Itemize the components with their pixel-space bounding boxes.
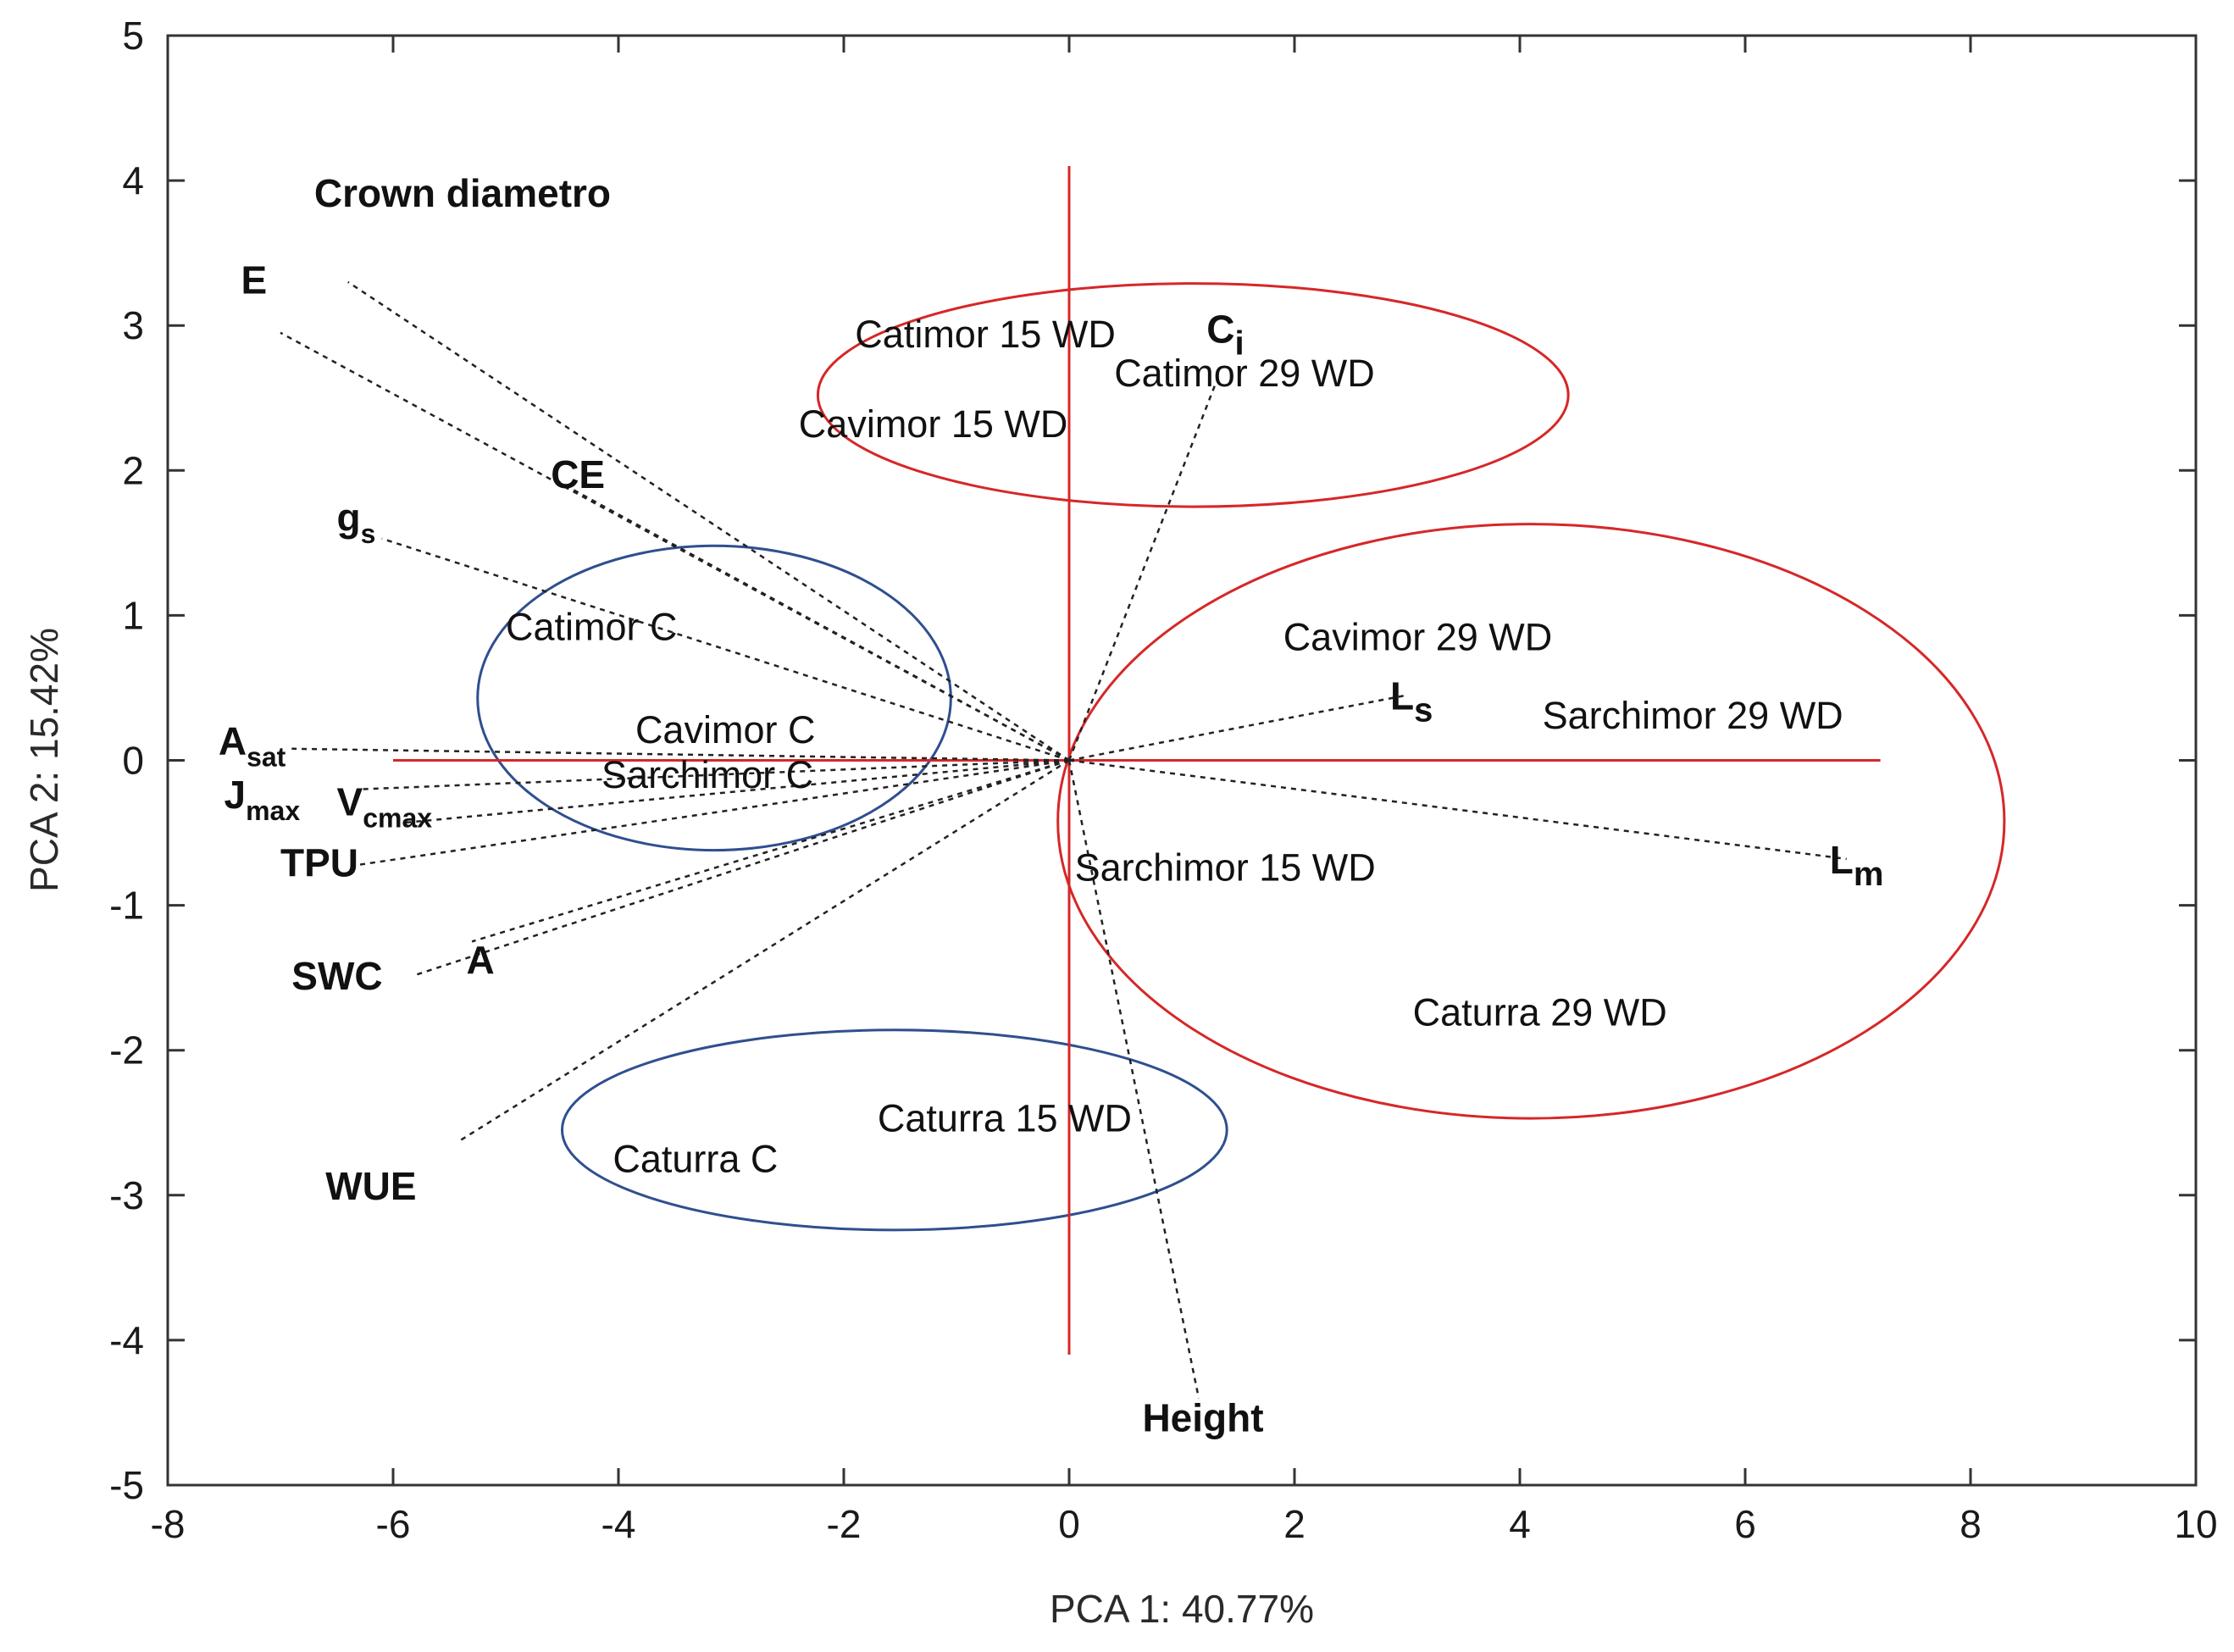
y-tick-label: -3 xyxy=(109,1173,144,1217)
variable-vectors xyxy=(280,280,1847,1399)
variable-label-ci: Ci xyxy=(1206,308,1244,363)
observation-cavimor-c: Cavimor C xyxy=(635,708,816,751)
observation-sarchimor-c: Sarchimor C xyxy=(601,753,813,796)
variable-label-ls: Ls xyxy=(1390,674,1433,729)
y-tick-label: 0 xyxy=(122,739,144,783)
x-tick-label: 8 xyxy=(1960,1502,1982,1546)
x-tick-label: 0 xyxy=(1058,1502,1080,1546)
variable-label-jmax: Jmax xyxy=(225,773,301,826)
y-tick-label: -2 xyxy=(109,1028,144,1073)
vector-crown-diametro xyxy=(347,280,1070,762)
vector-swc xyxy=(415,759,1070,976)
x-tick-label: -2 xyxy=(827,1502,862,1546)
observation-caturra-29-wd: Caturra 29 WD xyxy=(1413,991,1667,1034)
x-tick-label: -6 xyxy=(376,1502,411,1546)
vector-e xyxy=(280,331,1070,762)
y-tick-label: -4 xyxy=(109,1318,144,1362)
y-tick-label: -5 xyxy=(109,1463,144,1507)
vector-jmax xyxy=(359,759,1070,790)
observation-cavimor-15-wd: Cavimor 15 WD xyxy=(799,402,1068,446)
variable-label-crown-diametro: Crown diametro xyxy=(314,171,611,215)
x-tick-label: -4 xyxy=(601,1502,636,1546)
variable-label-a: A xyxy=(466,938,494,982)
vector-a xyxy=(471,759,1070,943)
observation-caturra-c: Caturra C xyxy=(613,1137,778,1180)
observation-catimor-15-wd: Catimor 15 WD xyxy=(855,313,1116,356)
y-axis-title: PCA 2: 15.42% xyxy=(22,628,66,892)
blue-ellipse-caturra xyxy=(561,1028,1228,1232)
vector-ls xyxy=(1068,694,1408,762)
x-tick-label: 6 xyxy=(1734,1502,1756,1546)
observation-sarchimor-15-wd: Sarchimor 15 WD xyxy=(1075,846,1376,890)
blue-ellipse-control xyxy=(476,544,952,852)
vector-gs xyxy=(381,537,1070,762)
x-axis-title: PCA 1: 40.77% xyxy=(1050,1587,1314,1631)
vector-ci xyxy=(1067,383,1217,761)
observation-catimor-c: Catimor C xyxy=(506,605,678,648)
y-tick-label: 4 xyxy=(122,158,144,202)
variable-label-height: Height xyxy=(1142,1396,1263,1440)
y-tick-label: 5 xyxy=(122,14,144,58)
y-tick-label: 3 xyxy=(122,303,144,347)
vector-lm xyxy=(1068,759,1847,861)
red-ellipse-right xyxy=(1056,523,2006,1120)
x-tick-label: -8 xyxy=(151,1502,186,1546)
vector-tpu xyxy=(358,759,1070,866)
observation-cavimor-29-wd: Cavimor 29 WD xyxy=(1283,615,1553,658)
x-tick-label: 2 xyxy=(1283,1502,1305,1546)
x-tick-label: 4 xyxy=(1509,1502,1531,1546)
variable-label-wue: WUE xyxy=(325,1164,416,1208)
observation-caturra-15-wd: Caturra 15 WD xyxy=(878,1097,1132,1140)
variable-label-lm: Lm xyxy=(1830,838,1884,893)
vector-asat xyxy=(291,747,1070,762)
ticks xyxy=(166,34,2198,1487)
observation-sarchimor-29-wd: Sarchimor 29 WD xyxy=(1543,694,1843,737)
y-tick-label: -1 xyxy=(109,884,144,928)
variable-label-swc: SWC xyxy=(291,954,382,998)
vector-height xyxy=(1067,760,1200,1399)
variable-label-gs: gs xyxy=(337,496,376,549)
red-ellipse-top xyxy=(816,282,1570,508)
y-tick-label: 2 xyxy=(122,448,144,492)
variable-label-vcmax: Vcmax xyxy=(337,780,433,834)
group-ellipses xyxy=(476,282,2006,1232)
variable-label-tpu: TPU xyxy=(280,840,358,884)
variable-label-ce: CE xyxy=(551,452,605,496)
vector-wue xyxy=(460,759,1070,1141)
observation-catimor-29-wd: Catimor 29 WD xyxy=(1114,352,1375,395)
x-tick-label: 10 xyxy=(2174,1502,2217,1546)
variable-label-e: E xyxy=(241,258,267,302)
y-tick-label: 1 xyxy=(122,593,144,637)
variable-label-asat: Asat xyxy=(219,719,286,773)
